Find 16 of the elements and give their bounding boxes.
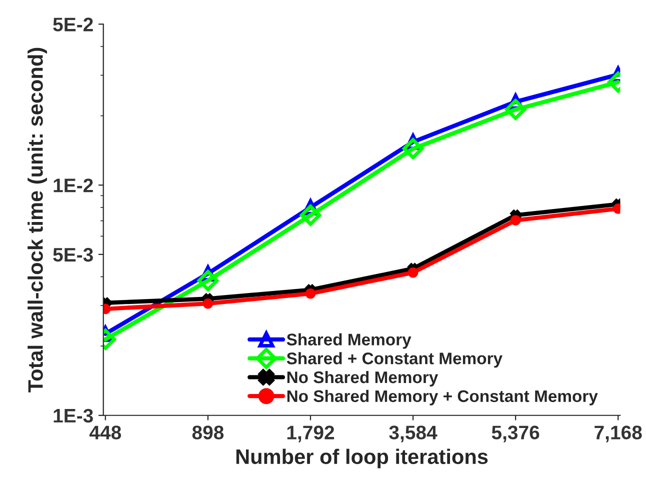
x-tick-label: 898 — [192, 426, 224, 440]
x-tick-label: 1,792 — [287, 426, 334, 442]
y-tick-label: 1E-3 — [54, 408, 93, 423]
legend-label: Shared Memory — [286, 333, 412, 349]
y-axis-title: Total wall-clock time (unit: second) — [28, 48, 48, 392]
legend-label: No Shared Memory + Constant Memory — [287, 390, 598, 406]
x-tick-label: 7,168 — [594, 426, 642, 442]
y-tick-label: 5E-3 — [53, 248, 93, 262]
x-axis-title: Number of loop iterations — [236, 448, 488, 468]
x-tick-label: 5,376 — [492, 426, 540, 442]
y-tick-label: 1E-2 — [54, 178, 93, 192]
legend-label: No Shared Memory — [287, 370, 438, 387]
x-tick-label: 3,584 — [389, 426, 438, 442]
y-tick-label: 5E-2 — [53, 18, 93, 32]
x-tick-label: 448 — [89, 426, 122, 440]
legend-label: Shared + Constant Memory — [286, 352, 502, 368]
